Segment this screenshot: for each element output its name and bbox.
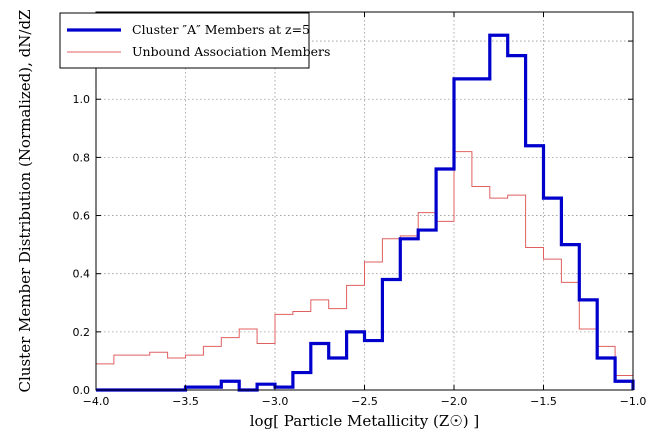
y-tick-label: 1.0 (73, 93, 91, 106)
series-cluster-a-step (96, 33, 635, 392)
legend-label-cluster-a: Cluster ″A″ Members at z=5 (132, 22, 310, 37)
x-tick-label: −1.5 (530, 395, 557, 408)
series-layer (95, 33, 635, 392)
y-tick-label: 0.4 (73, 268, 91, 281)
x-tick-label: −2.5 (351, 395, 378, 408)
y-tick-label: 0.2 (73, 326, 91, 339)
series-unbound-step (95, 151, 634, 390)
y-tick-label: 0.6 (73, 210, 91, 223)
y-tick-label: 0.0 (73, 384, 91, 397)
y-axis-title: Cluster Member Distribution (Normalized)… (16, 10, 34, 393)
legend-box (59, 12, 310, 69)
x-axis-title: log[ Particle Metallicity (Z☉) ] (250, 412, 480, 430)
x-tick-label: −1.0 (620, 395, 647, 408)
legend: Cluster ″A″ Members at z=5 Unbound Assoc… (59, 12, 330, 69)
x-tick-label: −3.5 (172, 395, 199, 408)
legend-label-unbound: Unbound Association Members (132, 44, 330, 59)
x-tick-label: −2.0 (441, 395, 468, 408)
x-tick-label: −4.0 (83, 395, 110, 408)
y-tick-label: 0.8 (73, 151, 91, 164)
x-tick-label: −3.0 (262, 395, 289, 408)
